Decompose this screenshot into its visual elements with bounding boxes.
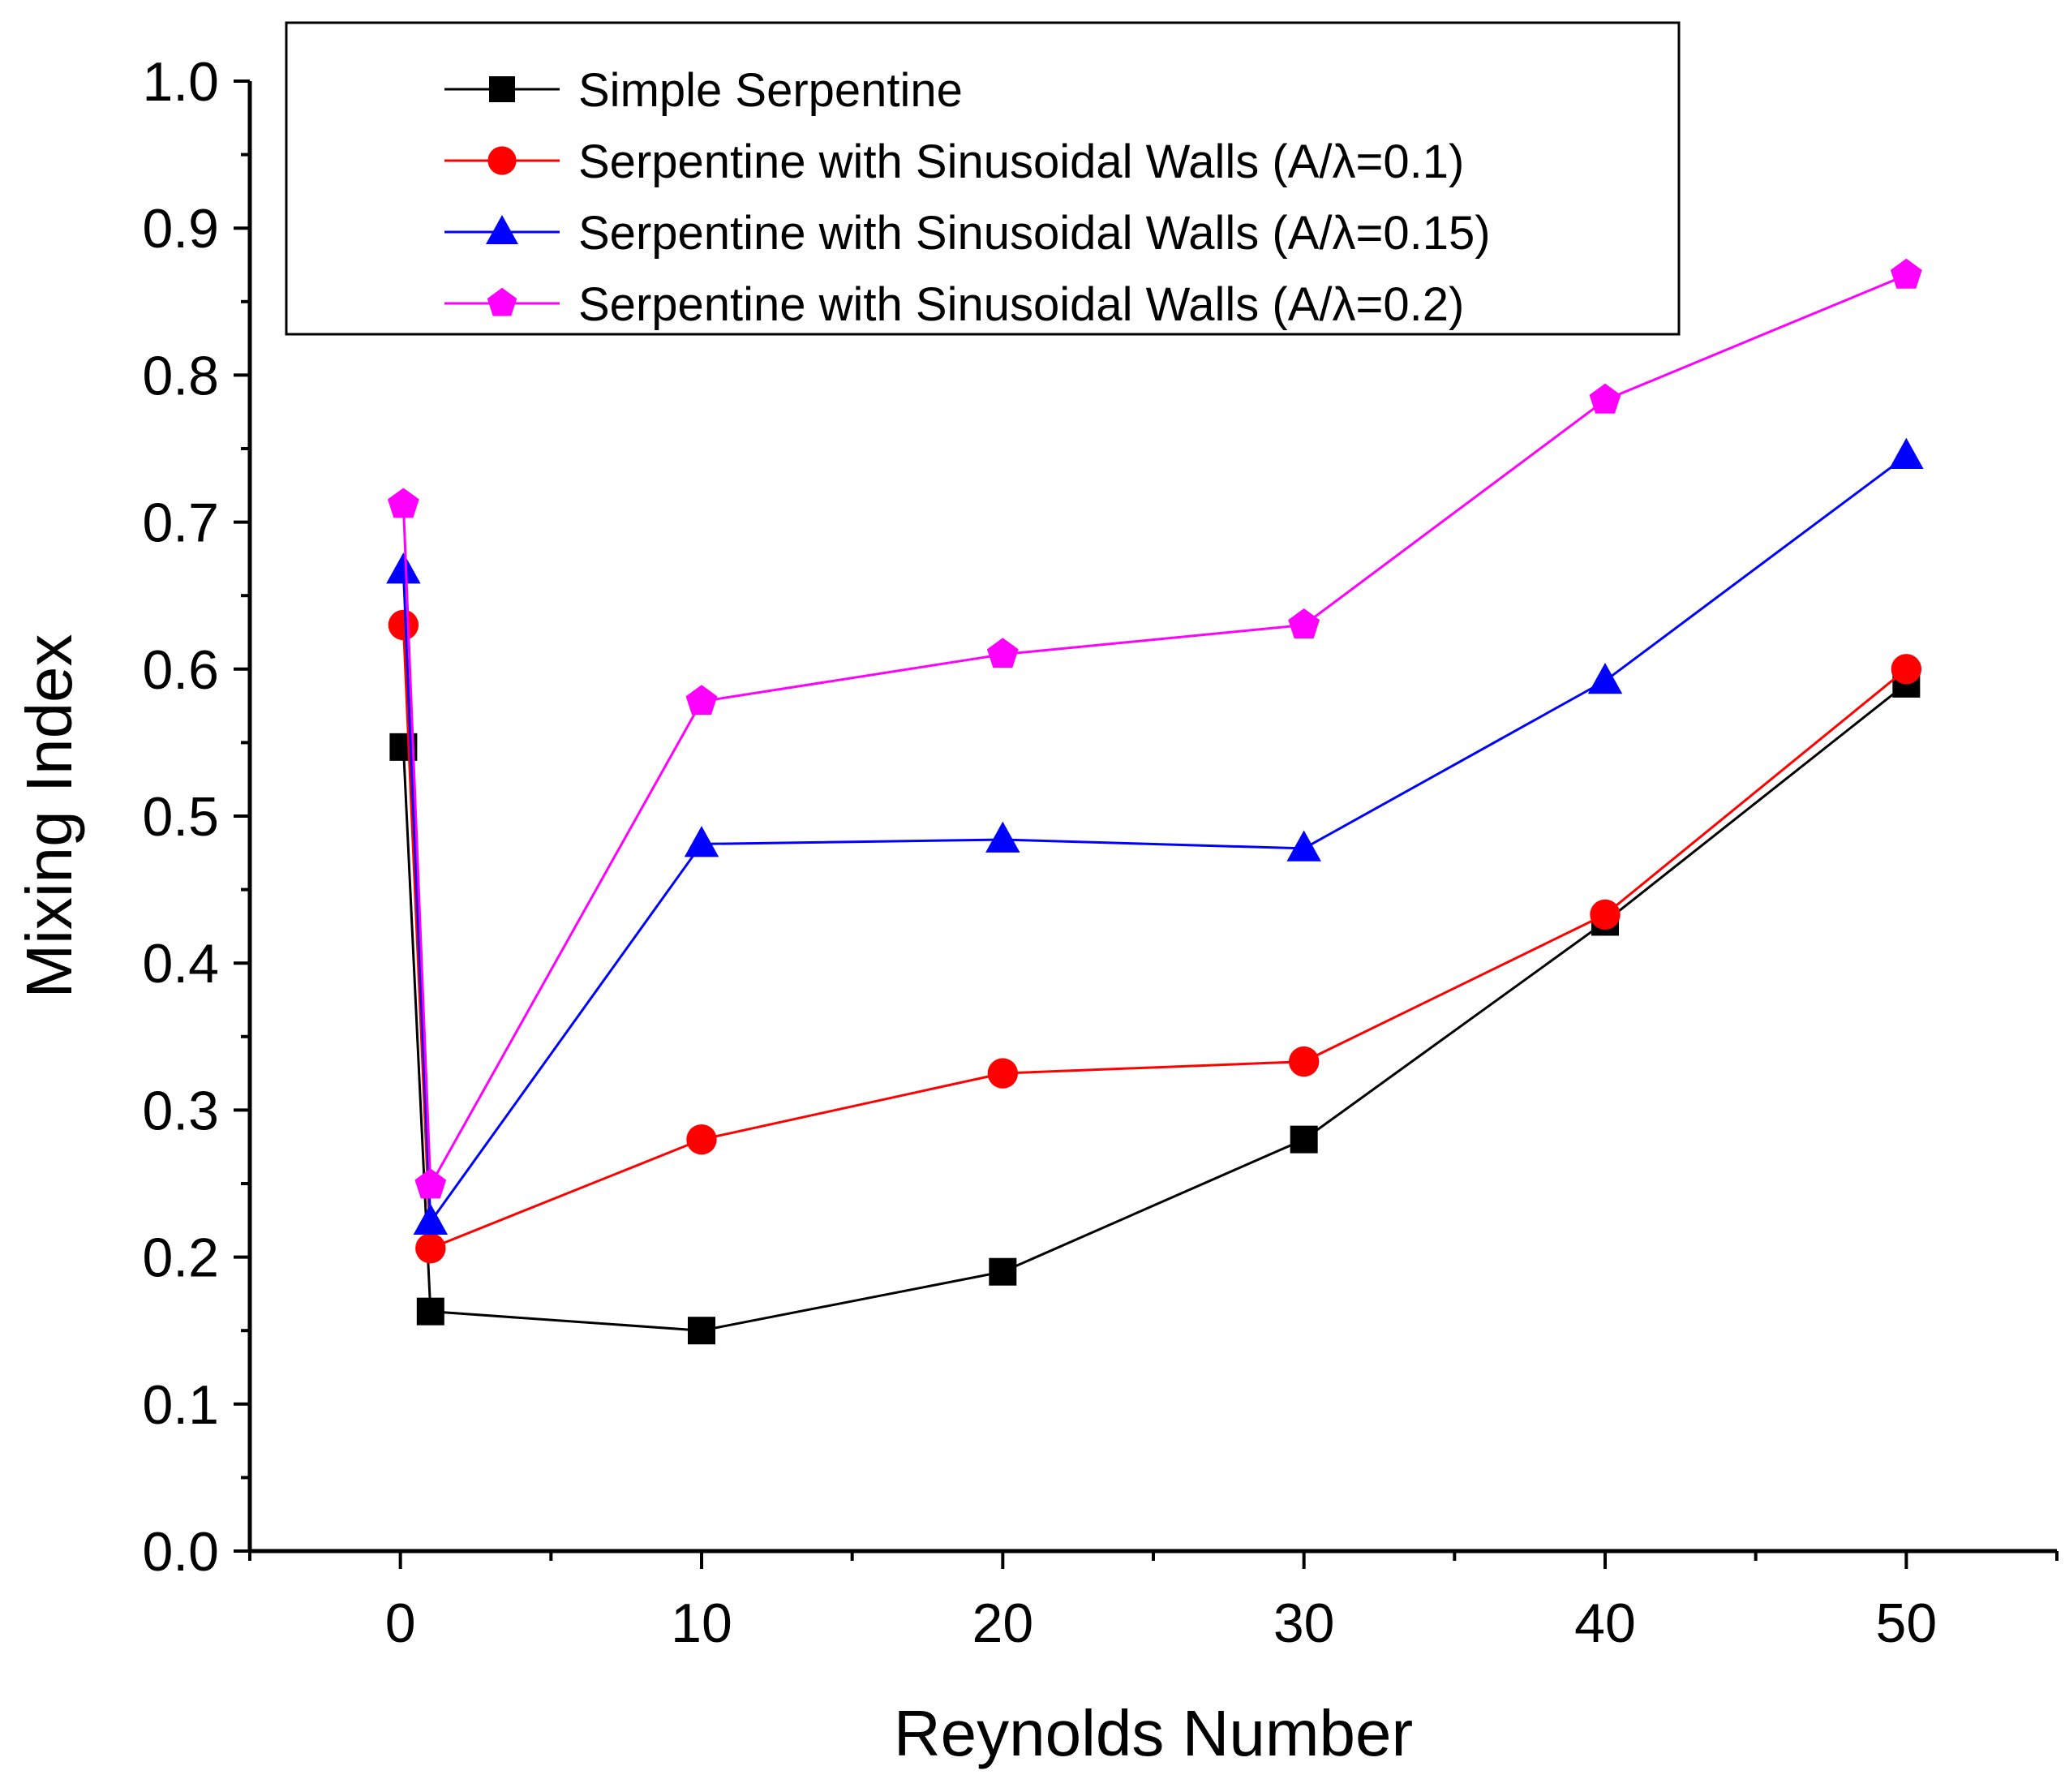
x-tick-label: 0 [385,1592,416,1654]
series-layer [386,258,1924,1345]
legend-label: Serpentine with Sinusoidal Walls (A/λ=0.… [578,278,1464,331]
series-line [401,682,1908,1332]
data-point [387,488,419,518]
data-point [388,609,419,641]
y-tick-label: 0.3 [142,1080,219,1141]
data-point [987,1058,1019,1089]
y-tick-label: 0.7 [142,492,219,554]
x-tick-label: 30 [1273,1592,1335,1654]
data-point [416,1297,444,1326]
data-point [688,1317,715,1345]
legend-marker [489,76,515,102]
x-tick-label: 50 [1876,1592,1938,1654]
y-tick-label: 1.0 [142,51,219,113]
legend-marker [487,287,517,316]
series-3 [386,437,1924,1235]
legend-label: Serpentine with Sinusoidal Walls (A/λ=0.… [578,135,1464,188]
data-point [1889,437,1924,469]
y-tick-label: 0.1 [142,1374,219,1436]
data-point [1587,662,1623,694]
series-4 [387,258,1922,1199]
y-axis-title: Mixing Index [13,634,85,998]
legend-marker [487,146,517,175]
x-tick-label: 40 [1574,1592,1636,1654]
legend-label: Simple Serpentine [578,64,963,117]
x-tick-label: 20 [972,1592,1034,1654]
x-tick-label: 10 [671,1592,732,1654]
legend-label: Serpentine with Sinusoidal Walls (A/λ=0.… [578,207,1491,260]
series-line [401,273,1907,1190]
axes: 0.0 0.1 0.2 0.3 0.4 0.5 0.6 0.7 0.8 0.9 1.0 0 10 20 30… [142,51,2059,1654]
data-point [1589,383,1621,414]
data-point [415,1233,446,1264]
y-tick-label: 0.8 [142,345,219,406]
y-tick-label: 0.6 [142,639,219,701]
series-line [401,625,1908,1250]
data-point [414,1168,447,1199]
data-point [1288,608,1320,638]
series-line [401,454,1908,1226]
data-point [1288,1046,1320,1077]
data-point [685,685,718,716]
y-tick-label: 0.9 [142,198,219,260]
series-2 [388,609,1922,1264]
data-point [986,638,1019,668]
data-point [1286,830,1321,862]
y-tick-label: 0.2 [142,1227,219,1289]
data-point [386,552,421,584]
data-point [1891,654,1922,685]
data-point [413,1203,449,1235]
data-point [1890,258,1922,289]
data-point [1590,899,1621,930]
y-tick-label: 0.0 [142,1521,219,1583]
legend: Simple Serpentine Serpentine with Sinusoi… [285,21,1681,336]
legend-box [285,21,1681,336]
data-point [989,1257,1017,1286]
data-point [1290,1125,1318,1154]
x-axis-title: Reynolds Number [894,1697,1413,1769]
data-point [985,821,1020,853]
y-tick-label: 0.4 [142,933,219,995]
data-point [686,1124,717,1155]
series-1 [389,669,1921,1345]
y-tick-label: 0.5 [142,786,219,848]
data-point [684,826,719,857]
legend-marker [486,215,518,244]
